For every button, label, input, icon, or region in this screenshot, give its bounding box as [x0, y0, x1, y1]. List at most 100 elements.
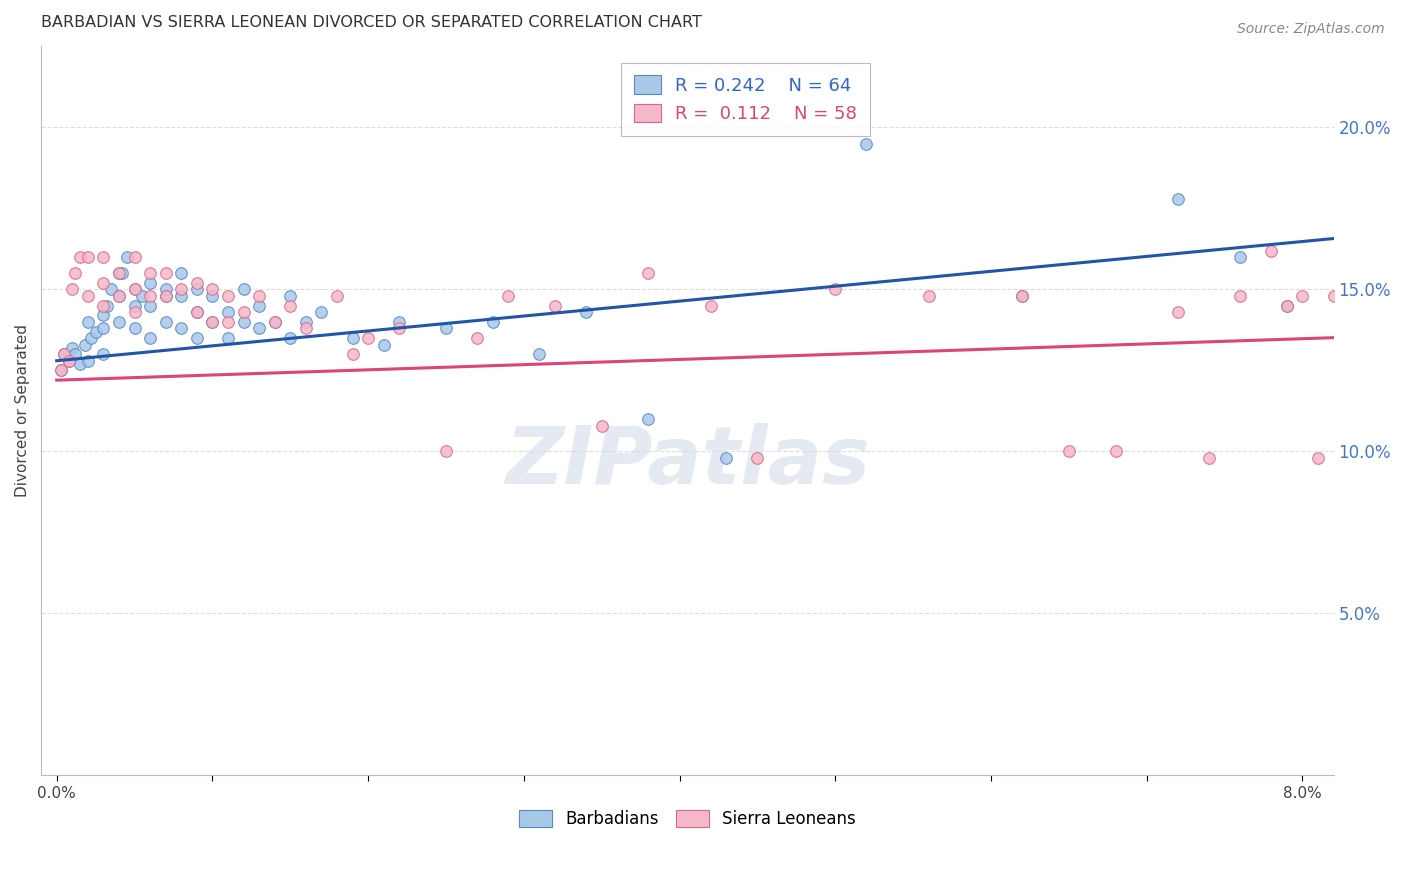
Point	[1339, 202, 1361, 216]
Point	[637, 412, 659, 426]
Point	[93, 309, 115, 323]
Point	[111, 266, 134, 280]
Point	[201, 315, 224, 329]
Point	[51, 363, 73, 377]
Point	[100, 283, 122, 297]
Point	[232, 283, 254, 297]
Point	[108, 266, 131, 280]
Point	[1198, 450, 1220, 465]
Point	[139, 276, 162, 290]
Y-axis label: Divorced or Separated: Divorced or Separated	[15, 325, 30, 498]
Point	[824, 283, 846, 297]
Point	[65, 266, 87, 280]
Point	[76, 353, 98, 368]
Point	[53, 347, 76, 361]
Point	[357, 331, 380, 345]
Point	[591, 418, 613, 433]
Point	[1275, 299, 1298, 313]
Point	[155, 289, 177, 303]
Point	[278, 299, 301, 313]
Point	[76, 289, 98, 303]
Point	[108, 289, 131, 303]
Point	[295, 321, 318, 335]
Point	[53, 347, 76, 361]
Point	[217, 289, 239, 303]
Point	[388, 321, 411, 335]
Text: ZIPatlas: ZIPatlas	[505, 423, 870, 501]
Point	[544, 299, 567, 313]
Point	[326, 289, 349, 303]
Point	[263, 315, 285, 329]
Point	[93, 250, 115, 264]
Point	[855, 136, 877, 151]
Point	[124, 283, 146, 297]
Point	[700, 299, 723, 313]
Point	[1057, 444, 1080, 458]
Text: Source: ZipAtlas.com: Source: ZipAtlas.com	[1237, 22, 1385, 37]
Point	[170, 266, 193, 280]
Point	[124, 321, 146, 335]
Point	[69, 357, 91, 371]
Point	[1104, 444, 1126, 458]
Point	[170, 321, 193, 335]
Point	[637, 266, 659, 280]
Point	[124, 283, 146, 297]
Point	[58, 353, 80, 368]
Point	[373, 337, 395, 351]
Point	[529, 347, 551, 361]
Point	[124, 250, 146, 264]
Point	[139, 331, 162, 345]
Point	[76, 315, 98, 329]
Point	[186, 305, 208, 319]
Point	[93, 276, 115, 290]
Point	[311, 305, 333, 319]
Point	[186, 331, 208, 345]
Point	[139, 266, 162, 280]
Point	[1275, 299, 1298, 313]
Point	[155, 315, 177, 329]
Point	[716, 450, 738, 465]
Point	[108, 289, 131, 303]
Point	[1167, 305, 1189, 319]
Point	[73, 337, 96, 351]
Point	[51, 363, 73, 377]
Point	[388, 315, 411, 329]
Point	[139, 289, 162, 303]
Point	[84, 325, 107, 339]
Point	[217, 305, 239, 319]
Point	[247, 289, 270, 303]
Point	[139, 299, 162, 313]
Point	[155, 266, 177, 280]
Point	[481, 315, 503, 329]
Point	[170, 283, 193, 297]
Point	[278, 289, 301, 303]
Point	[76, 250, 98, 264]
Point	[278, 331, 301, 345]
Point	[1306, 450, 1329, 465]
Point	[247, 299, 270, 313]
Point	[124, 299, 146, 313]
Text: BARBADIAN VS SIERRA LEONEAN DIVORCED OR SEPARATED CORRELATION CHART: BARBADIAN VS SIERRA LEONEAN DIVORCED OR …	[41, 15, 702, 30]
Point	[263, 315, 285, 329]
Point	[217, 331, 239, 345]
Point	[58, 353, 80, 368]
Point	[186, 283, 208, 297]
Point	[1011, 289, 1033, 303]
Point	[1323, 289, 1346, 303]
Point	[60, 341, 83, 355]
Point	[93, 321, 115, 335]
Point	[434, 444, 457, 458]
Point	[918, 289, 941, 303]
Point	[108, 315, 131, 329]
Point	[131, 289, 153, 303]
Point	[434, 321, 457, 335]
Point	[69, 250, 91, 264]
Point	[93, 299, 115, 313]
Point	[747, 450, 769, 465]
Point	[170, 289, 193, 303]
Point	[295, 315, 318, 329]
Point	[1291, 289, 1313, 303]
Legend: Barbadians, Sierra Leoneans: Barbadians, Sierra Leoneans	[510, 802, 865, 837]
Point	[65, 347, 87, 361]
Point	[155, 283, 177, 297]
